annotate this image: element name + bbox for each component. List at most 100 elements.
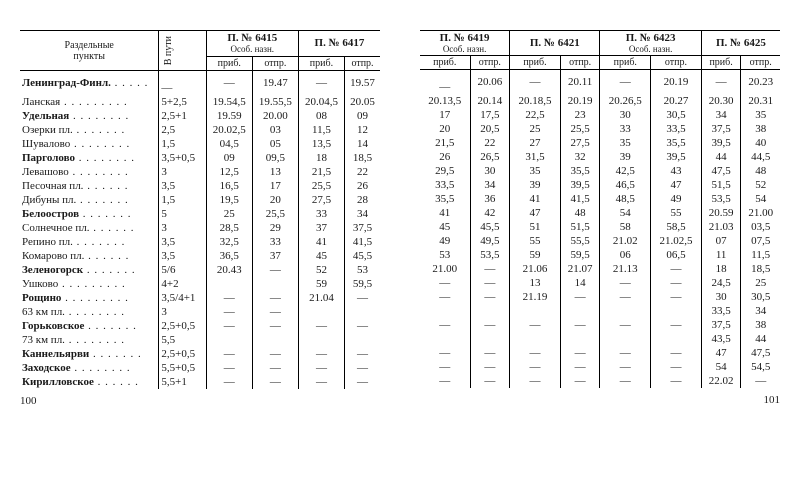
arr-6423: — [600, 346, 651, 360]
arr-6421: 59 [510, 248, 561, 262]
dep-6419: 17,5 [470, 108, 510, 122]
col-prib: приб. [600, 56, 651, 70]
dep-6417: — [345, 319, 381, 333]
travel-time: — [159, 71, 206, 96]
arr-6417: 37 [298, 221, 344, 235]
dep-6415: 37 [252, 249, 298, 263]
arr-6419: — [420, 374, 470, 388]
dep-6419: 20.14 [470, 94, 510, 108]
dep-6421: 27,5 [560, 136, 600, 150]
travel-time: 3 [159, 165, 206, 179]
arr-6417: 18 [298, 151, 344, 165]
dep-6425: 18,5 [741, 262, 780, 276]
station-name: Репино пл. . . . . . . . [20, 235, 159, 249]
travel-time: 3,5 [159, 249, 206, 263]
arr-6423: 48,5 [600, 192, 651, 206]
arr-6421: 13 [510, 276, 561, 290]
dep-6421: 25,5 [560, 122, 600, 136]
arr-6423: 21.02 [600, 234, 651, 248]
dep-6415: — [252, 263, 298, 277]
dep-6415: 19.55,5 [252, 95, 298, 109]
dep-6425: 20.23 [741, 70, 780, 95]
dep-6419: 45,5 [470, 220, 510, 234]
arr-6419: 26 [420, 150, 470, 164]
arr-6423: 46,5 [600, 178, 651, 192]
dep-6419: — [470, 276, 510, 290]
arr-6415: — [206, 305, 252, 319]
arr-6421: — [510, 374, 561, 388]
arr-6421: 41 [510, 192, 561, 206]
dep-6419: 42 [470, 206, 510, 220]
table-row: 33,5343939,546,54751,552 [420, 178, 780, 192]
dep-6415: 13 [252, 165, 298, 179]
station-name: Парголово . . . . . . . . [20, 151, 159, 165]
dep-6417: 28 [345, 193, 381, 207]
station-name: Заходское . . . . . . . . [20, 361, 159, 375]
arr-6423: 20.26,5 [600, 94, 651, 108]
arr-6421: 27 [510, 136, 561, 150]
dep-6415: — [252, 347, 298, 361]
dep-6417: 59,5 [345, 277, 381, 291]
arr-6425: 37,5 [701, 318, 741, 332]
travel-time: 2,5+0,5 [159, 319, 206, 333]
dep-6419: — [470, 346, 510, 360]
station-name: Комарово пл. . . . . . . [20, 249, 159, 263]
dep-6421: 14 [560, 276, 600, 290]
dep-6419: 36 [470, 192, 510, 206]
arr-6421: — [510, 360, 561, 374]
dep-6423: 33,5 [651, 122, 702, 136]
train-6417-header: П. № 6417 [298, 31, 380, 57]
train-6419-header: П. № 6419 Особ. назн. [420, 31, 510, 56]
dep-6423 [651, 332, 702, 346]
travel-time: 3,5 [159, 235, 206, 249]
col-otpr: отпр. [560, 56, 600, 70]
dep-6423: 35,5 [651, 136, 702, 150]
arr-6415 [206, 333, 252, 347]
arr-6415: 16,5 [206, 179, 252, 193]
travel-time: 5 [159, 207, 206, 221]
arr-6417: 59 [298, 277, 344, 291]
table-row: Удельная . . . . . . . .2,5+119.5920.000… [20, 109, 380, 123]
arr-6425: 33,5 [701, 304, 741, 318]
arr-6423: — [600, 276, 651, 290]
arr-6421: 21.06 [510, 262, 561, 276]
arr-6425: 44 [701, 150, 741, 164]
station-name: Кирилловское . . . . . . [20, 375, 159, 389]
arr-6419: 49 [420, 234, 470, 248]
dep-6421: — [560, 318, 600, 332]
dep-6423: — [651, 276, 702, 290]
dep-6425: 54,5 [741, 360, 780, 374]
table-row: Ленинград-Финл. . . . . .——19.47—19.57 [20, 71, 380, 96]
arr-6417 [298, 305, 344, 319]
dep-6419 [470, 332, 510, 346]
table-row: 21.00—21.0621.0721.13—1818,5 [420, 262, 780, 276]
arr-6419: — [420, 70, 470, 95]
arr-6421: 35 [510, 164, 561, 178]
arr-6421 [510, 332, 561, 346]
dep-6421: — [560, 346, 600, 360]
table-row: 33,534 [420, 304, 780, 318]
arr-6425: 18 [701, 262, 741, 276]
dep-6415: 25,5 [252, 207, 298, 221]
dep-6419: — [470, 374, 510, 388]
dep-6421: 55,5 [560, 234, 600, 248]
table-row: 4545,55151,55858,521.0303,5 [420, 220, 780, 234]
arr-6425: 54 [701, 360, 741, 374]
arr-6417: 08 [298, 109, 344, 123]
dep-6421: 20.19 [560, 94, 600, 108]
table-row: 35,5364141,548,54953,554 [420, 192, 780, 206]
table-row: Горьковское . . . . . . .2,5+0,5———— [20, 319, 380, 333]
dep-6421: 23 [560, 108, 600, 122]
arr-6417: 33 [298, 207, 344, 221]
dep-6417: 26 [345, 179, 381, 193]
arr-6419: — [420, 346, 470, 360]
arr-6419: 20 [420, 122, 470, 136]
table-row: Рощино . . . . . . . . .3,5/4+1——21.04— [20, 291, 380, 305]
table-row: Парголово . . . . . . . .3,5+0,50909,518… [20, 151, 380, 165]
dep-6425: 35 [741, 108, 780, 122]
arr-6417: 25,5 [298, 179, 344, 193]
arr-6423: 06 [600, 248, 651, 262]
arr-6415: 32,5 [206, 235, 252, 249]
dep-6417: — [345, 347, 381, 361]
arr-6419: 29,5 [420, 164, 470, 178]
